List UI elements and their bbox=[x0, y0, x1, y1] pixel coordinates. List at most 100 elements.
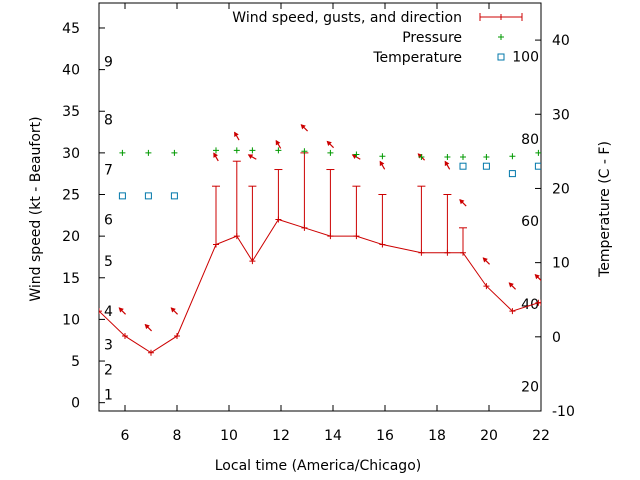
beaufort-label: 7 bbox=[104, 163, 113, 179]
y-tick-label: 30 bbox=[62, 146, 80, 162]
y2-tick-label: 30 bbox=[552, 107, 570, 123]
y-axis-label: Wind speed (kt - Beaufort) bbox=[28, 116, 44, 301]
pressure-point bbox=[509, 153, 516, 160]
x-tick-label: 16 bbox=[376, 428, 394, 444]
beaufort-label: 1 bbox=[104, 387, 113, 403]
temperature-point bbox=[144, 192, 152, 200]
temperature-point bbox=[459, 162, 467, 170]
temperature-point bbox=[482, 162, 490, 170]
y-tick-label: 40 bbox=[62, 63, 80, 79]
wind-speed-point bbox=[538, 299, 541, 306]
legend-label: Temperature bbox=[372, 50, 462, 66]
wind-arrow-head bbox=[234, 131, 239, 138]
y-tick-label: 45 bbox=[62, 21, 80, 37]
y2-tick-label: 20 bbox=[552, 181, 570, 197]
wind-speed-line bbox=[99, 218, 541, 354]
legend: Wind speed, gusts, and direction Pressure… bbox=[232, 10, 523, 66]
pressure-point bbox=[535, 149, 541, 156]
temperature-point bbox=[118, 192, 126, 200]
pressure-point bbox=[233, 147, 240, 154]
y-tick-label: 15 bbox=[62, 271, 80, 287]
x-tick-label: 12 bbox=[272, 428, 290, 444]
plot-area bbox=[99, 124, 541, 356]
tick-group: 6 8 10 12 14 16 18 20 22051015202530354045-10010… bbox=[62, 3, 575, 444]
wind-arrow-head bbox=[170, 307, 176, 313]
wind-arrow-head bbox=[534, 274, 540, 280]
wind-arrow-head bbox=[213, 152, 218, 158]
pressure-point bbox=[418, 154, 425, 161]
y-tick-label: 5 bbox=[71, 354, 80, 370]
wind-speed-point bbox=[148, 349, 154, 356]
pressure-point bbox=[460, 154, 466, 161]
y2-tick-label: 40 bbox=[552, 33, 570, 49]
x-axis-label: Local time (America/Chicago) bbox=[215, 458, 421, 474]
beaufort-label: 8 bbox=[104, 113, 113, 129]
beaufort-label: 5 bbox=[104, 254, 113, 270]
beaufort-label: 6 bbox=[104, 212, 113, 228]
wind-arrow-head bbox=[459, 199, 465, 205]
beaufort-label: 4 bbox=[104, 304, 113, 320]
pressure-point bbox=[301, 148, 308, 155]
legend-sample-pressure bbox=[498, 34, 504, 40]
fahrenheit-label: 80 bbox=[521, 132, 539, 148]
wind-speed-point bbox=[174, 333, 180, 340]
temperature-point bbox=[508, 170, 516, 178]
y-tick-label: 25 bbox=[62, 188, 80, 204]
x-tick-label: 20 bbox=[480, 428, 498, 444]
pressure-point bbox=[213, 147, 219, 154]
x-tick-label: 22 bbox=[532, 428, 550, 444]
plot-frame bbox=[98, 2, 542, 412]
y2-tick-label: 10 bbox=[552, 256, 570, 272]
wind-arrow-head bbox=[482, 257, 488, 263]
wind-arrow-head bbox=[300, 124, 306, 130]
y-tick-label: 0 bbox=[71, 396, 80, 412]
fahrenheit-label: 100 bbox=[512, 49, 539, 65]
wind-arrow-head bbox=[444, 160, 450, 167]
wind-speed-point bbox=[483, 283, 490, 290]
wind-arrow-head bbox=[118, 307, 124, 313]
fahrenheit-label: 60 bbox=[521, 214, 539, 230]
legend-sample-temperature bbox=[497, 53, 505, 61]
y2-axis-label: Temperature (C - F) bbox=[597, 141, 613, 278]
pressure-point bbox=[379, 153, 386, 160]
beaufort-label: 9 bbox=[104, 54, 113, 70]
legend-label: Wind speed, gusts, and direction bbox=[232, 10, 462, 26]
wind-speed-point bbox=[509, 308, 516, 315]
beaufort-label: 3 bbox=[104, 337, 113, 353]
x-tick-label: 10 bbox=[220, 428, 238, 444]
pressure-point bbox=[353, 151, 360, 158]
pressure-point bbox=[119, 149, 126, 156]
series-group bbox=[99, 124, 541, 356]
legend-label: Pressure bbox=[402, 30, 462, 46]
pressure-point bbox=[249, 147, 256, 154]
fahrenheit-label: 20 bbox=[521, 380, 539, 396]
wind-arrow-head bbox=[275, 139, 281, 146]
pressure-point bbox=[275, 147, 282, 154]
wind-speed-point bbox=[99, 308, 102, 315]
pressure-point bbox=[327, 149, 334, 156]
temperature-point bbox=[534, 162, 541, 170]
pressure-point bbox=[483, 154, 490, 161]
legend-sample-wind-point bbox=[498, 14, 504, 20]
x-tick-label: 6 bbox=[121, 428, 130, 444]
temperature-point bbox=[170, 192, 178, 200]
pressure-point bbox=[171, 149, 178, 156]
wind-arrow-head bbox=[379, 160, 385, 167]
y2-tick-label: 0 bbox=[552, 330, 561, 346]
y-tick-label: 20 bbox=[62, 229, 80, 245]
wind-speed-point bbox=[122, 333, 128, 340]
wind-arrow-head bbox=[326, 140, 332, 146]
pressure-point bbox=[145, 149, 152, 156]
x-tick-label: 14 bbox=[324, 428, 342, 444]
pressure-point bbox=[444, 154, 451, 161]
beaufort-label: 2 bbox=[104, 362, 113, 378]
y2-tick-label: -10 bbox=[552, 404, 575, 420]
plot-frame-group bbox=[98, 2, 542, 412]
y-tick-label: 10 bbox=[62, 312, 80, 328]
x-tick-label: 8 bbox=[173, 428, 182, 444]
x-tick-label: 18 bbox=[428, 428, 446, 444]
wind-arrow-head bbox=[144, 323, 150, 330]
wind-arrow-head bbox=[247, 154, 254, 159]
y-tick-label: 35 bbox=[62, 104, 80, 120]
